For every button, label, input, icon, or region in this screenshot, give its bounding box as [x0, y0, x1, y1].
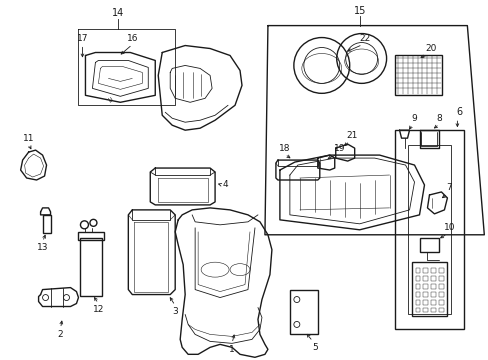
Text: 14: 14: [112, 8, 124, 18]
Bar: [430, 276, 436, 280]
Text: 11: 11: [23, 134, 34, 143]
Text: 18: 18: [279, 144, 290, 153]
Bar: [394, 130, 464, 329]
Bar: [423, 276, 427, 280]
Bar: [439, 300, 444, 305]
Bar: [430, 268, 436, 273]
Bar: [423, 284, 427, 289]
Text: 21: 21: [346, 131, 357, 140]
Bar: [439, 307, 444, 312]
Text: 17: 17: [77, 34, 88, 43]
Text: 3: 3: [172, 307, 178, 316]
Text: 9: 9: [411, 114, 417, 123]
Text: 8: 8: [436, 114, 442, 123]
Text: 2: 2: [58, 330, 63, 339]
Bar: [415, 276, 420, 280]
Bar: [415, 292, 420, 297]
Text: 16: 16: [126, 34, 138, 43]
Text: 12: 12: [93, 305, 104, 314]
Text: 22: 22: [358, 34, 369, 43]
Bar: [42, 215, 50, 233]
Bar: [430, 292, 436, 297]
Text: 4: 4: [222, 180, 227, 189]
Bar: [81, 238, 102, 296]
Text: 19: 19: [333, 144, 345, 153]
Bar: [439, 292, 444, 297]
Bar: [430, 284, 436, 289]
Bar: [423, 300, 427, 305]
Bar: [423, 307, 427, 312]
Text: 7: 7: [446, 184, 451, 193]
Text: 20: 20: [425, 44, 436, 53]
Bar: [415, 307, 420, 312]
Bar: [423, 292, 427, 297]
Bar: [439, 276, 444, 280]
Text: 15: 15: [353, 6, 365, 15]
Bar: [430, 307, 436, 312]
Bar: [419, 238, 439, 252]
Bar: [439, 268, 444, 273]
Bar: [289, 289, 317, 334]
Bar: [411, 262, 447, 316]
Bar: [423, 268, 427, 273]
Bar: [415, 284, 420, 289]
Text: 13: 13: [37, 243, 48, 252]
Bar: [439, 284, 444, 289]
Bar: [78, 232, 104, 240]
Text: 6: 6: [455, 107, 462, 117]
Text: 1: 1: [229, 345, 234, 354]
Text: 10: 10: [443, 223, 454, 232]
Text: 5: 5: [311, 343, 317, 352]
Bar: [415, 268, 420, 273]
Bar: [430, 300, 436, 305]
Bar: [407, 145, 450, 315]
Bar: [394, 55, 442, 95]
Bar: [415, 300, 420, 305]
